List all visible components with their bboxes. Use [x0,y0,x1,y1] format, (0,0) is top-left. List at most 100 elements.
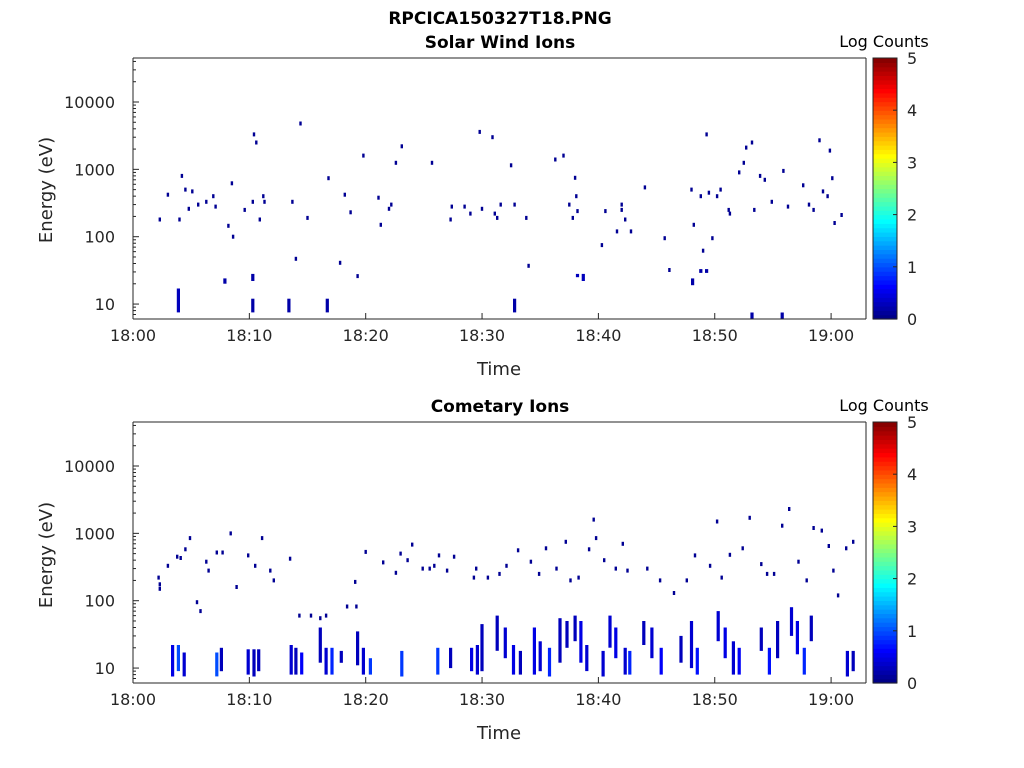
solar-wind-cell [255,140,258,145]
cometary-cell [621,541,624,546]
solar-wind-cell [833,221,836,225]
solar-wind-column [780,312,784,319]
solar-wind-cell [831,176,834,181]
solar-wind-y-tick-label: 10000 [64,93,115,112]
solar-wind-cell [449,217,452,222]
solar-wind-cell [620,207,623,212]
solar-wind-colorbar-segment [873,79,897,85]
cometary-column [368,658,372,675]
solar-wind-colorbar-segment [873,245,897,250]
cometary-x-tick-label: 18:40 [575,690,621,709]
solar-wind-colorbar-segment [873,92,897,98]
solar-wind-colorbar-segment [873,197,897,203]
cometary-column [802,647,806,675]
solar-wind-cell [745,145,748,150]
solar-wind-cell [758,173,762,178]
cometary-cell [428,566,431,571]
solar-wind-cell [554,157,557,162]
solar-wind-colorbar-segment [873,310,897,316]
cometary-colorbar-segment [873,574,897,580]
cometary-cell [166,563,170,568]
cometary-cell [765,571,769,576]
cometary-column [689,621,694,669]
solar-wind-colorbar-segment [873,284,897,290]
solar-wind-cell [576,209,579,214]
solar-wind-cell [513,202,516,207]
cometary-colorbar-segment [873,482,897,488]
cometary-cell [406,558,409,563]
cometary-column [470,647,474,672]
cometary-column [246,649,250,675]
solar-wind-column [705,269,709,273]
cometary-colorbar-segment [873,656,897,662]
solar-wind-colorbar-segment [873,145,897,150]
cometary-cell [324,613,328,618]
cometary-column [623,647,627,675]
solar-wind-cell [480,206,484,211]
cometary-colorbar-segment [873,448,897,454]
cometary-column [795,621,799,655]
solar-wind-cell [782,168,785,173]
solar-wind-colorbar-segment [873,210,897,216]
cometary-colorbar-segment [873,582,897,588]
cometary-cell [760,562,763,567]
solar-wind-colorbar-segment [873,301,897,307]
solar-wind-colorbar-segment [873,271,897,277]
solar-wind-colorbar-segment [873,184,897,190]
solar-wind-colorbar-segment [873,140,897,146]
cometary-colorbar-segment [873,487,897,493]
solar-wind-cell [178,217,181,222]
cometary-cell [614,566,617,571]
solar-wind-cell [738,170,741,175]
solar-wind-cell [243,207,246,212]
solar-wind-cell [338,260,342,265]
solar-wind-cell [692,222,695,227]
solar-wind-x-tick-label: 18:00 [110,326,156,345]
solar-wind-cell [573,175,577,180]
cometary-cell [693,553,697,558]
cometary-column [324,647,328,675]
solar-wind-cell [663,236,666,241]
cometary-colorbar-segment [873,530,897,536]
cometary-cell [498,571,501,576]
cometary-cell [672,591,676,595]
cometary-cell [158,582,161,587]
cometary-cell [319,616,322,621]
solar-wind-cell [753,207,756,212]
cometary-y-tick-label: 1000 [74,524,115,543]
solar-wind-cell [499,202,502,207]
solar-wind-cell [575,194,578,199]
cometary-column [318,627,322,663]
solar-wind-column [513,298,517,313]
cometary-cell [836,593,840,598]
solar-wind-cell [493,211,496,216]
cometary-cell [555,566,558,571]
solar-wind-axes [132,57,867,320]
cometary-cell [382,560,385,565]
cometary-colorbar-tick-label: 4 [907,465,917,484]
cometary-colorbar-segment [873,630,897,636]
cometary-cell [157,575,160,580]
solar-wind-colorbar-segment [873,214,897,220]
cometary-cell [820,528,823,533]
cometary-colorbar-segment [873,591,897,597]
solar-wind-cell [742,160,745,165]
solar-wind-colorbar-segment [873,288,897,294]
solar-wind-cell [840,213,843,217]
cometary-column [547,647,552,677]
cometary-cell [827,544,830,548]
cometary-cell [805,578,808,583]
solar-wind-colorbar-segment [873,192,897,198]
cometary-cell [741,546,744,551]
cometary-column [400,650,404,677]
solar-wind-title: Solar Wind Ions [425,33,576,53]
cometary-spectrogram [157,507,855,677]
solar-wind-y-tick-label: 1000 [74,160,115,179]
cometary-column [614,627,618,659]
solar-wind-colorbar-tick-label: 1 [907,258,917,277]
solar-wind-cell [719,187,722,192]
cometary-cell [445,568,449,573]
cometary-column [565,621,569,648]
solar-wind-colorbar-segment [873,223,897,229]
cometary-colorbar-segment [873,643,897,649]
